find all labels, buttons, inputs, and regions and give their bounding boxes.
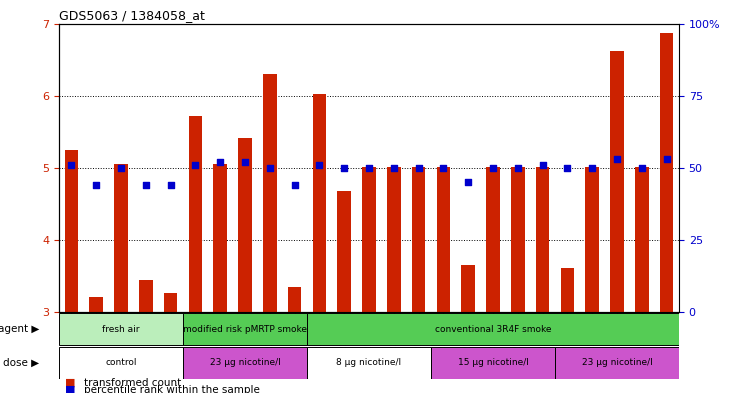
Bar [437, 167, 450, 312]
Point [661, 156, 672, 162]
Point [264, 165, 276, 171]
Point [487, 165, 499, 171]
Text: agent ▶: agent ▶ [0, 324, 39, 334]
Bar [461, 266, 475, 312]
Point [611, 156, 623, 162]
Bar [288, 287, 301, 312]
Text: percentile rank within the sample: percentile rank within the sample [84, 385, 260, 393]
Bar [307, 313, 679, 345]
Bar [585, 167, 599, 312]
Bar [238, 138, 252, 312]
Bar [114, 164, 128, 312]
Point [165, 182, 176, 189]
Bar [536, 167, 549, 312]
Point [462, 179, 474, 185]
Bar [65, 150, 78, 312]
Bar [313, 94, 326, 312]
Point [190, 162, 201, 168]
Bar [139, 280, 153, 312]
Bar [362, 167, 376, 312]
Text: 23 μg nicotine/l: 23 μg nicotine/l [210, 358, 280, 367]
Bar [561, 268, 574, 312]
Point [239, 159, 251, 165]
Bar [59, 313, 183, 345]
Bar [610, 51, 624, 312]
Point [90, 182, 102, 189]
Text: ■: ■ [65, 385, 76, 393]
Text: ■: ■ [65, 378, 76, 387]
Point [413, 165, 424, 171]
Text: conventional 3R4F smoke: conventional 3R4F smoke [435, 325, 551, 334]
Bar [337, 191, 351, 312]
Text: fresh air: fresh air [103, 325, 139, 334]
Point [314, 162, 325, 168]
Bar [164, 293, 177, 312]
Bar [307, 347, 431, 378]
Point [562, 165, 573, 171]
Bar [183, 313, 307, 345]
Bar [431, 347, 555, 378]
Point [115, 165, 127, 171]
Text: control: control [106, 358, 137, 367]
Text: modified risk pMRTP smoke: modified risk pMRTP smoke [183, 325, 307, 334]
Point [289, 182, 300, 189]
Bar [89, 297, 103, 312]
Point [214, 159, 226, 165]
Text: 8 μg nicotine/l: 8 μg nicotine/l [337, 358, 401, 367]
Bar [213, 164, 227, 312]
Point [537, 162, 548, 168]
Text: dose ▶: dose ▶ [3, 358, 39, 367]
Bar [189, 116, 202, 312]
Text: GDS5063 / 1384058_at: GDS5063 / 1384058_at [59, 9, 205, 22]
Bar [412, 167, 425, 312]
Point [438, 165, 449, 171]
Text: transformed count: transformed count [84, 378, 181, 387]
Text: 15 μg nicotine/l: 15 μg nicotine/l [458, 358, 528, 367]
Bar [387, 167, 401, 312]
Point [586, 165, 598, 171]
Bar [660, 33, 673, 312]
Bar [59, 347, 183, 378]
Bar [263, 74, 277, 312]
Bar [183, 347, 307, 378]
Point [363, 165, 375, 171]
Point [140, 182, 152, 189]
Point [66, 162, 77, 168]
Text: 23 μg nicotine/l: 23 μg nicotine/l [582, 358, 652, 367]
Point [512, 165, 524, 171]
Bar [511, 167, 525, 312]
Point [388, 165, 400, 171]
Bar [635, 167, 649, 312]
Point [636, 165, 648, 171]
Bar [555, 347, 679, 378]
Bar [486, 167, 500, 312]
Point [338, 165, 350, 171]
